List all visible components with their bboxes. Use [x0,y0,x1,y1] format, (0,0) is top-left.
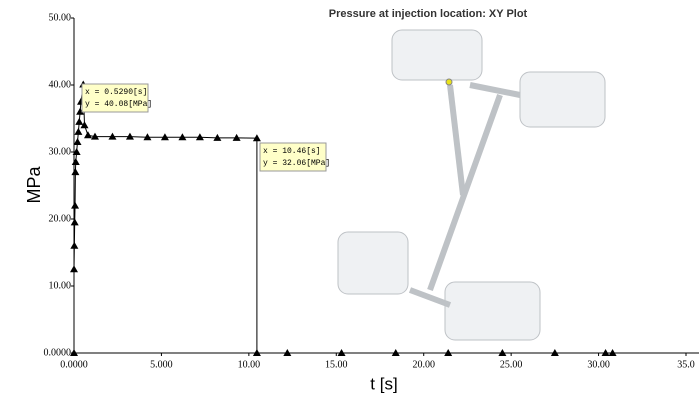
annotation-text: y = 40.08[MPa] [85,100,152,109]
marker [72,158,80,165]
y-tick-label: 40.00 [49,79,72,90]
y-tick-label: 30.00 [49,146,72,157]
annotation-text: x = 0.5290[s] [85,88,147,97]
chart-title: Pressure at injection location: XY Plot [329,8,528,20]
annotation-text: x = 10.46[s] [263,147,321,156]
y-axis-label: MPa [24,166,44,204]
x-tick-label: 15.00 [325,359,348,370]
y-tick-label: 20.00 [49,213,72,224]
x-tick-label: 35.0 [677,359,695,370]
x-tick-label: 20.00 [412,359,435,370]
model-part [445,282,540,340]
x-axis-label: t [s] [370,374,397,393]
runner [470,85,520,95]
model-illustration [338,30,605,340]
chart: Pressure at injection location: XY Plot … [0,0,699,399]
model-part [520,72,605,127]
marker [71,202,79,209]
x-tick-label: 25.00 [500,359,523,370]
runner [450,85,463,195]
annotation-text: y = 32.06[MPa] [263,159,330,168]
marker [70,265,78,272]
marker [74,128,82,135]
model-part [338,232,408,294]
marker [71,168,79,175]
x-tick-label: 0.0000 [60,359,88,370]
injection-point [446,79,452,85]
annotation: x = 10.46[s] y = 32.06[MPa] [260,143,330,171]
runner [430,95,500,290]
annotation: x = 0.5290[s] y = 40.08[MPa] [82,84,152,112]
marker [75,118,83,125]
x-tick-label: 30.00 [587,359,610,370]
marker [84,131,92,138]
x-tick-label: 5.000 [150,359,173,370]
y-tick-label: 50.00 [49,12,72,23]
y-tick-label: 10.00 [49,280,72,291]
marker [70,242,78,249]
marker [73,138,81,145]
model-part [392,30,482,80]
runner [410,290,450,305]
y-tick-label: 0.0000 [44,347,72,358]
x-tick-label: 10.00 [238,359,261,370]
